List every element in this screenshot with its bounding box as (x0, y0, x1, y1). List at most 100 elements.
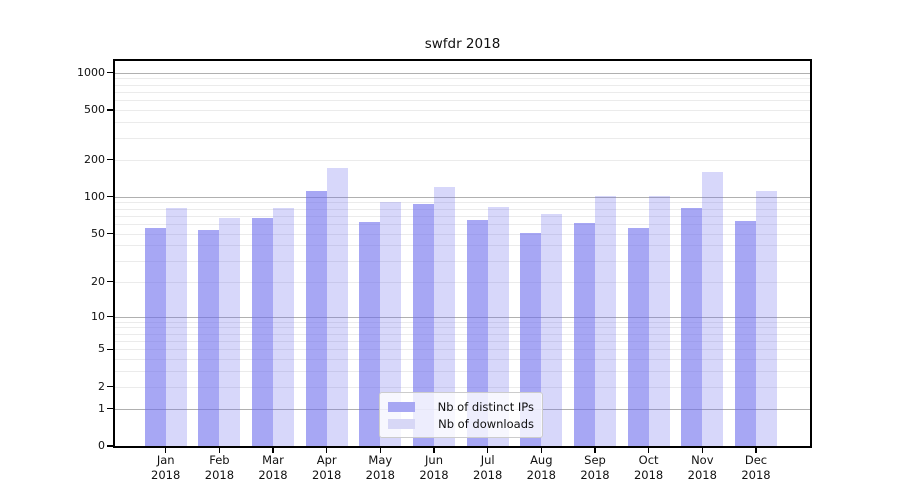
bar-downloads-may (380, 202, 402, 446)
x-tick-mark-dec (755, 448, 757, 453)
y-tick-mark-2 (107, 385, 115, 388)
x-tick-label-aug: Aug 2018 (526, 453, 556, 482)
legend-swatch-distinct-ips (388, 401, 415, 412)
y-tick-mark-200 (107, 158, 115, 161)
y-tick-label-5: 5 (98, 342, 105, 356)
y-tick-mark-500 (107, 109, 115, 111)
y-tick-mark-1 (107, 407, 115, 410)
x-tick-mark-nov (701, 448, 703, 453)
gridline-minor-8 (115, 327, 810, 329)
bar-downloads-sep (595, 196, 616, 446)
gridline-minor-50 (115, 233, 810, 235)
gridline-minor-30 (115, 260, 810, 262)
bar-downloads-dec (756, 190, 777, 446)
gridline-minor-90 (115, 202, 810, 204)
x-tick-mark-jun (433, 448, 435, 453)
chart-title: swfdr 2018 (424, 36, 501, 52)
gridline-minor-700 (115, 92, 810, 93)
bar-downloads-nov (702, 171, 724, 446)
x-tick-mark-mar (272, 448, 274, 453)
x-tick-label-oct: Oct 2018 (633, 453, 664, 482)
gridline-minor-300 (115, 137, 810, 139)
x-tick-label-may: May 2018 (365, 453, 395, 482)
y-tick-mark-5 (107, 348, 115, 350)
gridline-minor-500 (115, 110, 810, 112)
gridline-minor-20 (115, 281, 810, 283)
legend: Nb of distinct IPs Nb of downloads (379, 392, 543, 438)
x-tick-mark-aug (540, 448, 542, 453)
x-tick-mark-jul (487, 448, 489, 453)
bar-distinct-ips-feb (198, 229, 220, 446)
gridline-minor-2 (115, 386, 810, 388)
y-tick-label-100: 100 (84, 189, 105, 203)
gridline-major-10 (115, 316, 810, 318)
gridline-minor-9 (115, 321, 810, 323)
bar-downloads-feb (219, 218, 241, 446)
bar-distinct-ips-dec (735, 220, 756, 446)
y-tick-label-50: 50 (91, 226, 105, 240)
plot-area (113, 59, 812, 448)
gridline-minor-3 (115, 371, 810, 373)
bar-distinct-ips-jul (466, 219, 488, 446)
y-tick-mark-100 (107, 196, 115, 198)
bar-distinct-ips-apr (305, 190, 327, 446)
gridline-major-1000 (115, 72, 810, 74)
y-tick-label-1: 1 (98, 401, 105, 415)
bar-downloads-jun (434, 186, 455, 446)
bar-distinct-ips-oct (627, 227, 649, 446)
legend-swatch-downloads (388, 418, 415, 429)
y-tick-mark-10 (107, 315, 115, 318)
legend-item-distinct-ips: Nb of distinct IPs (388, 400, 534, 414)
x-tick-label-sep: Sep 2018 (580, 453, 610, 482)
gridline-minor-60 (115, 223, 810, 225)
bar-downloads-jan (165, 207, 187, 446)
gridline-minor-400 (115, 122, 810, 124)
y-tick-mark-1000 (107, 72, 115, 74)
gridline-minor-40 (115, 245, 810, 247)
x-tick-label-apr: Apr 2018 (312, 453, 342, 482)
y-tick-label-0: 0 (98, 439, 105, 452)
gridline-minor-800 (115, 84, 810, 86)
y-tick-mark-20 (107, 280, 115, 283)
x-tick-label-mar: Mar 2018 (258, 453, 288, 482)
bar-downloads-oct (648, 196, 670, 446)
x-tick-label-jul: Jul 2018 (473, 453, 503, 482)
x-tick-label-dec: Dec 2018 (741, 453, 771, 482)
x-tick-mark-may (379, 448, 381, 453)
x-tick-label-jun: Jun 2018 (419, 453, 449, 482)
y-tick-label-2: 2 (98, 379, 105, 393)
y-tick-label-20: 20 (91, 274, 105, 288)
bar-downloads-apr (326, 168, 348, 446)
y-tick-mark-50 (107, 232, 115, 235)
bar-distinct-ips-sep (574, 223, 595, 446)
y-tick-label-1000: 1000 (77, 65, 105, 79)
y-tick-mark-0 (107, 445, 115, 447)
gridline-major-100 (115, 196, 810, 198)
y-tick-label-500: 500 (84, 103, 105, 117)
gridline-minor-600 (115, 100, 810, 102)
y-tick-label-200: 200 (84, 152, 105, 166)
x-tick-label-feb: Feb 2018 (204, 453, 235, 482)
x-tick-mark-oct (647, 448, 650, 453)
bar-downloads-jul (487, 207, 509, 446)
x-tick-mark-sep (594, 448, 596, 453)
x-tick-label-jan: Jan 2018 (151, 453, 181, 482)
gridline-minor-5 (115, 349, 810, 351)
bar-distinct-ips-jan (144, 227, 166, 446)
bar-distinct-ips-nov (681, 207, 703, 446)
x-tick-mark-feb (218, 448, 221, 453)
gridline-minor-200 (115, 159, 810, 161)
gridline-minor-6 (115, 340, 810, 342)
bar-downloads-aug (541, 213, 563, 446)
y-tick-label-10: 10 (91, 309, 105, 323)
gridline-minor-70 (115, 215, 810, 217)
bar-downloads-mar (273, 207, 294, 446)
gridline-minor-4 (115, 359, 810, 360)
legend-label-downloads: Nb of downloads (438, 416, 534, 431)
bar-distinct-ips-jun (413, 203, 434, 446)
bar-distinct-ips-mar (252, 218, 273, 446)
x-tick-mark-apr (326, 448, 328, 453)
legend-item-downloads: Nb of downloads (388, 417, 534, 431)
bar-distinct-ips-may (359, 222, 381, 446)
